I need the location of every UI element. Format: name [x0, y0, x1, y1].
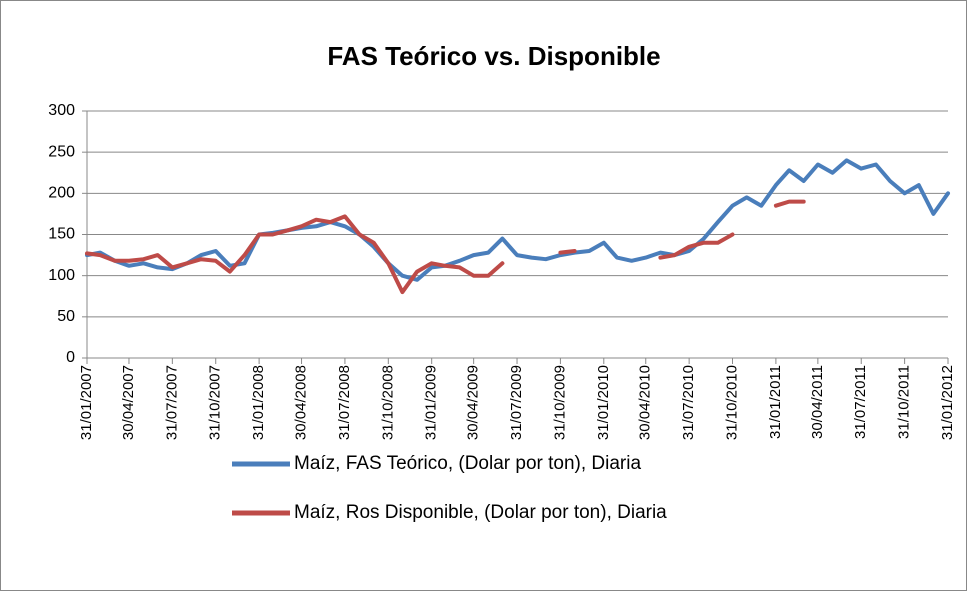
series-line	[773, 199, 806, 208]
x-tick-label: 31/01/2011	[767, 365, 784, 439]
x-tick-label: 30/04/2011	[809, 365, 826, 439]
x-tick-label: 31/01/2012	[939, 365, 956, 440]
x-tick-label: 31/10/2009	[551, 365, 568, 440]
x-tick-label: 31/10/2010	[723, 365, 740, 440]
x-tick-label: 31/01/2008	[250, 365, 267, 440]
y-tick-label: 250	[48, 143, 75, 160]
x-tick-label: 31/10/2011	[896, 365, 913, 439]
x-tick-label: 31/10/2007	[207, 365, 224, 440]
x-tick-label: 30/04/2010	[637, 365, 654, 440]
x-tick-label: 30/04/2007	[120, 365, 137, 440]
y-tick-label: 50	[57, 308, 75, 325]
series-line	[558, 249, 577, 255]
x-tick-label: 30/04/2008	[293, 365, 310, 440]
x-tick-label: 31/01/2009	[423, 365, 440, 440]
x-tick-label: 30/04/2009	[465, 365, 482, 440]
x-tick-label: 31/07/2008	[336, 365, 353, 440]
x-tick-label: 31/07/2007	[163, 365, 180, 440]
y-tick-label: 100	[48, 267, 75, 284]
y-tick-label: 200	[48, 185, 75, 202]
legend-label: Maíz, Ros Disponible, (Dolar por ton), D…	[294, 502, 667, 523]
y-tick-label: 150	[48, 226, 75, 243]
x-tick-label: 31/01/2010	[595, 365, 612, 440]
series-line	[85, 214, 505, 295]
x-tick-label: 31/07/2010	[680, 365, 697, 440]
x-tick-label: 31/07/2011	[852, 365, 869, 439]
y-tick-label: 0	[66, 349, 75, 366]
series-line	[658, 232, 735, 260]
x-tick-label: 31/10/2008	[379, 365, 396, 440]
y-tick-label: 300	[48, 102, 75, 119]
chart-title: FAS Teórico vs. Disponible	[327, 41, 660, 71]
legend-label: Maíz, FAS Teórico, (Dolar por ton), Diar…	[294, 453, 641, 474]
x-tick-label: 31/01/2007	[78, 365, 95, 440]
series-line	[85, 158, 950, 282]
x-tick-label: 31/07/2009	[508, 365, 525, 440]
